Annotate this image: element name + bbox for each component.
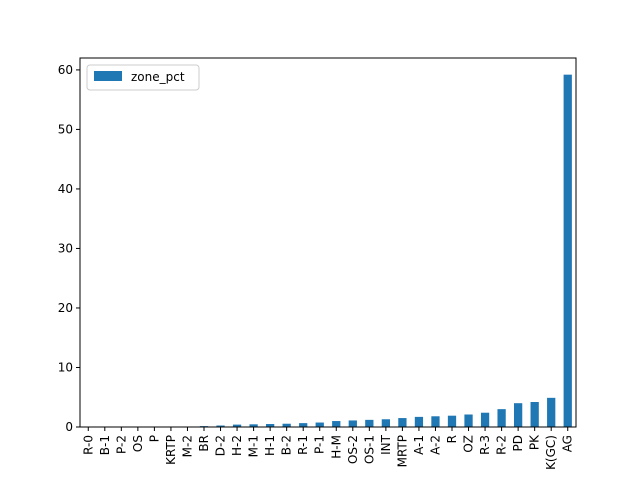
bar-R [447,415,457,427]
y-axis: 0 10 20 30 40 50 60 [58,63,80,434]
x-tick-label: KRTP [164,435,178,465]
x-axis: R-0 B-1 P-2 OS P KRTP M-2 BR D-2 H-2 M-1 H-1 B-2 R-1 P… [81,427,575,470]
x-tick-label: M-2 [180,435,194,457]
x-tick-label: B-2 [280,435,294,455]
bar-K(GC) [547,397,556,427]
bar-M-1 [249,424,258,427]
x-tick-label: H-M [329,435,343,459]
y-tick-label: 60 [58,63,73,77]
x-tick-label: BR [197,435,211,452]
bar-H-1 [266,424,275,427]
bar-A-1 [414,416,424,427]
x-tick-label: H-2 [230,435,244,456]
x-tick-label: P [147,435,161,442]
bar-OS-1 [365,419,374,427]
x-tick-label: P-1 [313,435,327,454]
x-tick-label: A-2 [428,435,442,455]
bar-A-2 [431,416,440,427]
bar-R-1 [299,423,308,427]
x-tick-label: H-1 [263,435,277,456]
x-tick-label: R-0 [81,435,95,455]
bar-AG [563,74,572,427]
x-tick-label: AG [561,435,575,452]
y-tick-label: 10 [58,360,73,374]
x-tick-label: D-2 [214,435,228,456]
bar-PD [514,403,523,427]
x-tick-label: A-1 [412,435,426,455]
x-tick-label: B-1 [98,435,112,455]
legend-label: zone_pct [131,70,185,84]
bar-D-2 [216,425,225,427]
x-tick-label: K(GC) [544,435,558,470]
legend-swatch [94,71,122,81]
x-tick-label: R-1 [296,435,310,455]
x-tick-label: R-3 [478,435,492,455]
x-tick-label: M-1 [247,435,261,457]
x-tick-label: P-2 [114,435,128,454]
y-tick-label: 20 [58,301,73,315]
legend: zone_pct [86,64,200,91]
y-tick-label: 50 [58,122,73,136]
x-tick-label: R [445,435,459,443]
x-tick-label: R-2 [495,435,509,455]
y-tick-label: 40 [58,182,73,196]
x-tick-label: OS [131,435,145,452]
x-tick-label: OS-1 [362,435,376,464]
bar-H-2 [232,424,242,427]
bar-OS-2 [348,420,357,427]
x-tick-label: MRTP [395,435,409,467]
y-tick-label: 30 [58,241,73,255]
bar-PK [530,402,539,427]
bar-INT [381,419,390,427]
bar-H-M [332,421,341,427]
bar-R-3 [480,412,490,427]
x-tick-label: OS-2 [346,435,360,464]
bar-P-1 [315,422,324,427]
bar-OZ [464,414,473,427]
x-tick-label: INT [379,434,393,455]
bar-B-2 [282,423,291,427]
x-tick-label: OZ [462,435,476,453]
bar-MRTP [398,418,407,427]
plot-frame [79,57,577,428]
bar-R-2 [497,409,506,427]
y-tick-label: 0 [65,420,73,434]
x-tick-label: PK [528,434,542,450]
x-tick-label: PD [511,435,525,451]
